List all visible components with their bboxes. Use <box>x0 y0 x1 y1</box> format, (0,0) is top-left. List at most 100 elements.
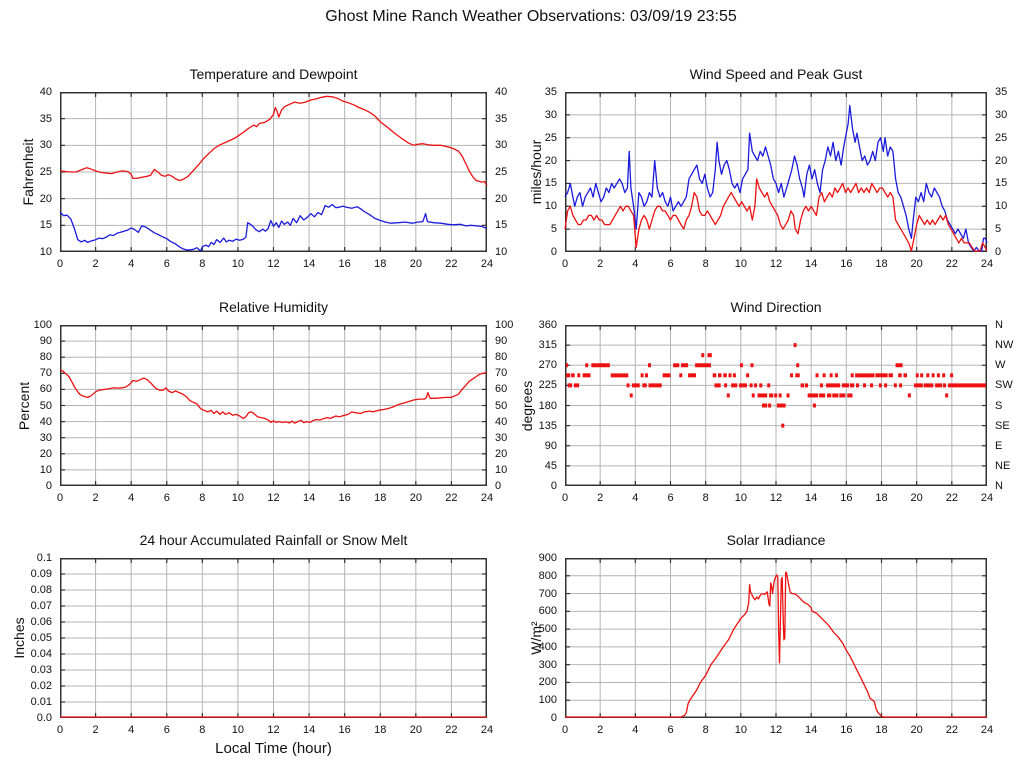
x-tick-label: 12 <box>267 258 280 270</box>
y-tick-label: 0.05 <box>30 632 52 644</box>
x-tick-label: 8 <box>702 258 709 270</box>
x-axis-label: Local Time (hour) <box>215 740 332 757</box>
y-tick-label: 35 <box>544 86 557 98</box>
y-tick-label: 0 <box>45 480 52 492</box>
x-tick-label: 4 <box>128 258 135 270</box>
series-solar <box>565 571 987 718</box>
chart-title: Temperature and Dewpoint <box>189 66 358 82</box>
x-tick-label: 16 <box>840 724 853 736</box>
y-tick-label: 80 <box>39 351 52 364</box>
y-tick-label-right: 15 <box>495 219 508 232</box>
x-tick-label: 6 <box>163 724 170 736</box>
y-tick-label: 10 <box>544 200 557 213</box>
y-tick-label: 0.06 <box>30 616 52 628</box>
x-tick-label: 24 <box>480 258 494 270</box>
y-tick-label-right: NE <box>995 459 1011 472</box>
x-tick-label: 22 <box>445 724 458 736</box>
x-tick-label: 12 <box>769 724 783 736</box>
x-tick-label: 10 <box>734 492 747 504</box>
chart-title: Relative Humidity <box>219 299 328 315</box>
x-tick-label: 22 <box>945 724 958 736</box>
y-tick-label-right: E <box>995 439 1003 452</box>
page-title: Ghost Mine Ranch Weather Observations: 0… <box>325 8 737 25</box>
x-tick-label: 16 <box>840 258 853 270</box>
y-tick-label: 400 <box>538 640 557 653</box>
y-tick-label: 100 <box>33 319 52 331</box>
y-tick-label-right: 50 <box>495 399 508 412</box>
x-tick-label: 18 <box>875 724 888 736</box>
x-tick-label: 12 <box>769 492 783 504</box>
y-tick-label: 25 <box>544 131 557 144</box>
y-tick-label-right: 15 <box>995 177 1008 190</box>
x-tick-label: 18 <box>875 258 888 270</box>
y-tick-label: 800 <box>538 569 557 582</box>
y-tick-label: 35 <box>39 112 52 125</box>
x-tick-label: 6 <box>163 492 170 504</box>
chart-title: Wind Direction <box>730 299 822 315</box>
x-tick-label: 24 <box>480 492 494 504</box>
x-tick-label: 24 <box>980 724 994 736</box>
y-tick-label-right: 10 <box>995 200 1008 213</box>
y-tick-label-right: 20 <box>495 447 508 460</box>
y-tick-label: 30 <box>39 139 52 152</box>
x-tick-label: 2 <box>597 258 604 270</box>
y-tick-label-right: 90 <box>495 335 508 348</box>
x-tick-label: 14 <box>302 724 316 736</box>
x-tick-label: 6 <box>163 258 170 270</box>
x-tick-label: 10 <box>734 258 747 270</box>
y-tick-label: 900 <box>538 552 557 564</box>
y-tick-label: 0.09 <box>30 568 52 580</box>
x-tick-label: 10 <box>231 492 245 504</box>
x-tick-label: 0 <box>56 492 64 504</box>
x-tick-label: 18 <box>875 492 888 504</box>
x-tick-label: 14 <box>302 258 316 270</box>
x-tick-label: 24 <box>480 724 494 736</box>
x-tick-label: 22 <box>445 258 458 270</box>
x-tick-label: 10 <box>231 724 245 736</box>
y-tick-label: 5 <box>550 223 557 236</box>
x-tick-label: 0 <box>561 724 569 736</box>
y-tick-label: 0.03 <box>30 664 52 676</box>
x-tick-label: 16 <box>338 724 351 736</box>
y-tick-label-right: 0 <box>995 246 1002 258</box>
y-tick-label: 0 <box>550 246 557 258</box>
plot-area <box>60 558 487 718</box>
y-tick-label: 0.1 <box>36 552 52 564</box>
y-tick-label: 0.08 <box>30 584 52 596</box>
y-tick-label: 10 <box>39 246 52 258</box>
plot-area <box>59 325 488 486</box>
chart-title: 24 hour Accumulated Rainfall or Snow Mel… <box>139 532 408 548</box>
y-tick-label: 315 <box>538 339 557 352</box>
y-tick-label-right: SE <box>995 419 1010 432</box>
y-tick-label: 0.07 <box>30 600 52 612</box>
y-tick-label: 20 <box>39 192 52 205</box>
x-tick-label: 20 <box>409 724 422 736</box>
x-tick-label: 4 <box>632 258 639 270</box>
y-tick-label: 270 <box>538 359 557 372</box>
x-tick-label: 2 <box>597 724 604 736</box>
x-tick-label: 8 <box>199 724 206 736</box>
y-tick-label: 0 <box>550 712 557 724</box>
y-tick-label: 40 <box>39 415 52 428</box>
y-tick-label-right: 35 <box>495 112 508 125</box>
x-tick-label: 0 <box>561 258 569 270</box>
x-tick-label: 18 <box>374 258 387 270</box>
plot-area <box>59 92 488 252</box>
y-tick-label: 90 <box>39 335 52 348</box>
x-tick-label: 4 <box>128 492 135 504</box>
x-tick-label: 2 <box>92 258 99 270</box>
y-tick-label-right: 30 <box>495 431 508 444</box>
y-tick-label-right: 30 <box>995 108 1008 121</box>
x-tick-label: 4 <box>128 724 135 736</box>
y-tick-label: 45 <box>544 459 557 472</box>
series-humidity <box>59 369 488 424</box>
series-peak-gust <box>564 105 988 252</box>
y-tick-label: 50 <box>39 399 52 412</box>
y-tick-label: 30 <box>39 431 52 444</box>
y-tick-label: 700 <box>538 587 557 600</box>
y-tick-label: 0.0 <box>36 712 52 724</box>
x-tick-label: 12 <box>769 258 783 270</box>
